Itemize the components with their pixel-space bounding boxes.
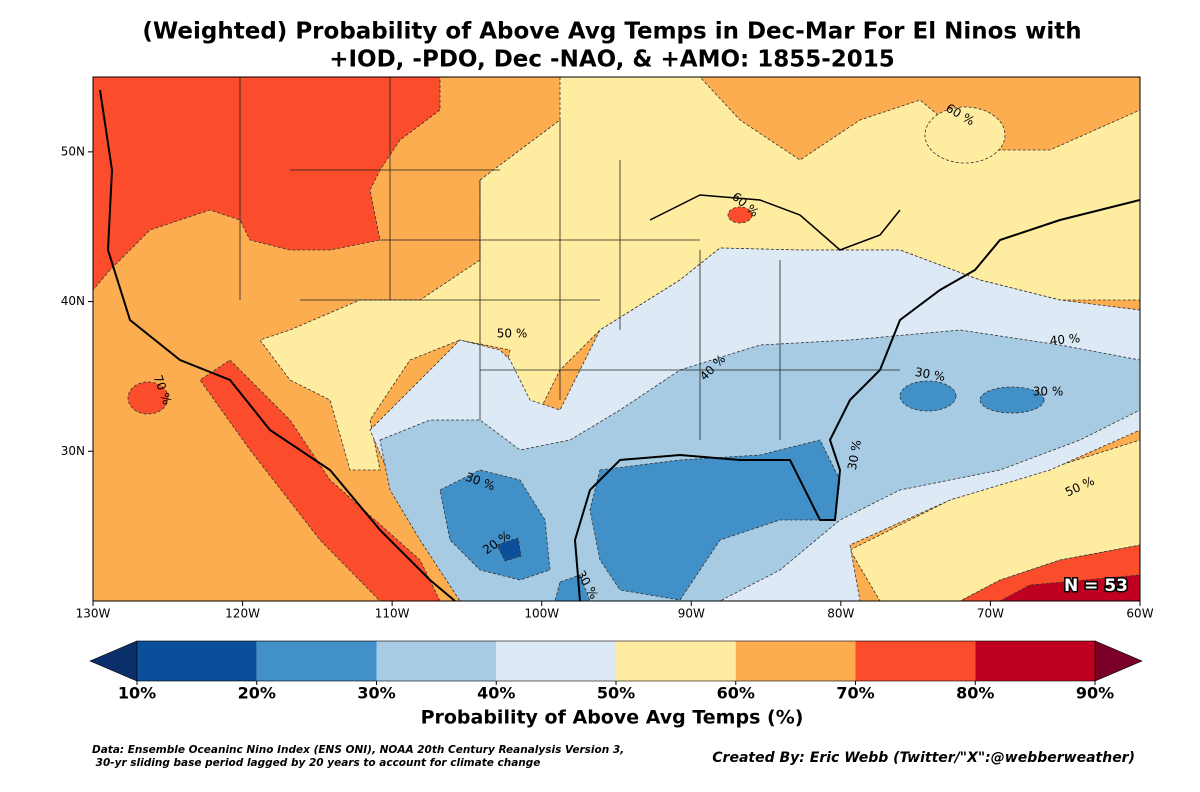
region	[849, 439, 1140, 601]
coastline	[99, 89, 1140, 601]
title: (Weighted) Probability of Above Avg Temp…	[142, 19, 1081, 45]
colorbar-bin	[855, 641, 976, 681]
contour-label: 30 %	[1033, 385, 1064, 399]
colorbar-tick-label: 10%	[118, 684, 156, 703]
y-tick-label: 50N	[61, 144, 85, 158]
colorbar-bin	[376, 641, 497, 681]
y-tick-label: 40N	[61, 294, 85, 308]
colorbar-extend	[1094, 640, 1143, 682]
region	[727, 206, 753, 224]
credit: Created By: Eric Webb (Twitter/"X":@webb…	[712, 750, 1135, 766]
map-frame	[92, 76, 1141, 602]
region	[924, 106, 1006, 164]
colorbar-tick-label: 30%	[357, 684, 395, 703]
map	[93, 77, 1140, 601]
region	[93, 77, 441, 291]
x-tick-label: 80W	[827, 607, 854, 621]
region	[199, 359, 441, 601]
colorbar-tick-label: 70%	[836, 684, 874, 703]
colorbar-tick-label: 80%	[956, 684, 994, 703]
colorbar-bin	[496, 641, 616, 681]
sample-size: N = 53	[1064, 576, 1128, 596]
source-note: Data: Ensemble Oceaninc Nino Index (ENS …	[92, 744, 624, 756]
colorbar-tick-label: 20%	[238, 684, 276, 703]
region	[127, 381, 169, 415]
contour-label: 50 %	[497, 327, 528, 341]
x-tick-label: 110W	[375, 607, 410, 621]
colorbar-tick-label: 50%	[597, 684, 635, 703]
state-lines	[239, 77, 900, 440]
region	[439, 469, 551, 581]
x-tick-label: 70W	[977, 607, 1004, 621]
colorbar-bin	[137, 641, 257, 681]
colorbar-tick-label: 90%	[1076, 684, 1114, 703]
colorbar-tick-label: 40%	[477, 684, 515, 703]
x-tick-label: 60W	[1126, 607, 1153, 621]
region	[496, 537, 522, 562]
region	[589, 439, 841, 601]
y-tick-label: 30N	[61, 444, 85, 458]
x-tick-label: 90W	[678, 607, 705, 621]
colorbar-label: Probability of Above Avg Temps (%)	[421, 707, 804, 729]
subtitle: +IOD, -PDO, Dec -NAO, & +AMO: 1855-2015	[329, 47, 895, 73]
colorbar-bin	[975, 641, 1095, 681]
x-tick-label: 100W	[524, 607, 559, 621]
x-tick-label: 120W	[225, 607, 260, 621]
region	[979, 386, 1045, 414]
x-tick-label: 130W	[76, 607, 111, 621]
source-note: 30-yr sliding base period lagged by 20 y…	[92, 757, 540, 769]
colorbar-bin	[735, 641, 856, 681]
colorbar-bin	[616, 641, 736, 681]
colorbar-bin	[256, 641, 377, 681]
contour-label: 30 %	[845, 439, 864, 471]
region	[999, 574, 1140, 601]
contour-label: 40 %	[1049, 331, 1081, 348]
colorbar-extend	[89, 640, 138, 682]
colorbar-tick-label: 60%	[717, 684, 755, 703]
region	[899, 380, 957, 412]
contour-label: 30 %	[914, 365, 946, 384]
region	[554, 574, 591, 601]
